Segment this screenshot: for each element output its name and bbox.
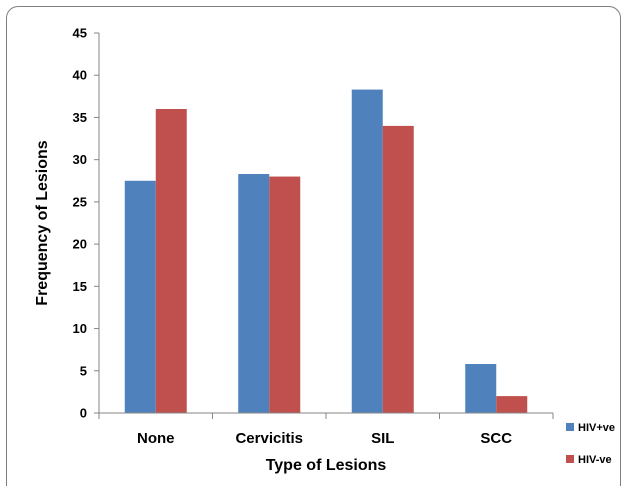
- y-tick-label: 45: [73, 26, 87, 41]
- bar-sil-hiv-ve: [351, 89, 383, 414]
- legend-label: HIV+ve: [578, 422, 615, 434]
- y-tick-label: 30: [73, 152, 87, 167]
- x-category-label: SCC: [480, 430, 512, 447]
- bar-none-hiv-ve: [124, 180, 156, 413]
- y-tick-label: 5: [80, 363, 87, 378]
- y-tick-label: 15: [73, 279, 87, 294]
- bar-scc-hiv-ve: [496, 396, 528, 413]
- y-axis-ticks: 0 5 10 15 20 25 30 35 40 45: [73, 26, 99, 421]
- bar-none-hiv-ve: [155, 109, 187, 413]
- legend-swatch: [566, 455, 574, 463]
- y-axis-title: Frequency of Lesions: [34, 140, 51, 305]
- y-tick-label: 0: [80, 406, 87, 421]
- chart-frame: [6, 6, 621, 486]
- y-tick-label: 25: [73, 194, 87, 209]
- bar-cervicitis-hiv-ve: [269, 176, 301, 413]
- bar-cervicitis-hiv-ve: [238, 174, 270, 413]
- legend-label: HIV-ve: [578, 454, 612, 466]
- bar-scc-hiv-ve: [465, 364, 497, 413]
- x-axis-ticks: [98, 413, 554, 419]
- y-tick-label: 10: [73, 321, 87, 336]
- y-tick-label: 35: [73, 110, 87, 125]
- x-category-label: None: [137, 430, 175, 447]
- x-category-label: SIL: [371, 430, 394, 447]
- legend-swatch: [566, 423, 574, 431]
- bars: [124, 89, 528, 414]
- legend: HIV+ve HIV-ve: [566, 422, 615, 466]
- y-tick-label: 40: [73, 68, 87, 83]
- bar-sil-hiv-ve: [382, 125, 414, 413]
- x-category-label: Cervicitis: [235, 430, 303, 447]
- y-tick-label: 20: [73, 237, 87, 252]
- x-axis-title: Type of Lesions: [266, 457, 387, 474]
- x-axis-category-labels: None Cervicitis SIL SCC: [137, 430, 512, 447]
